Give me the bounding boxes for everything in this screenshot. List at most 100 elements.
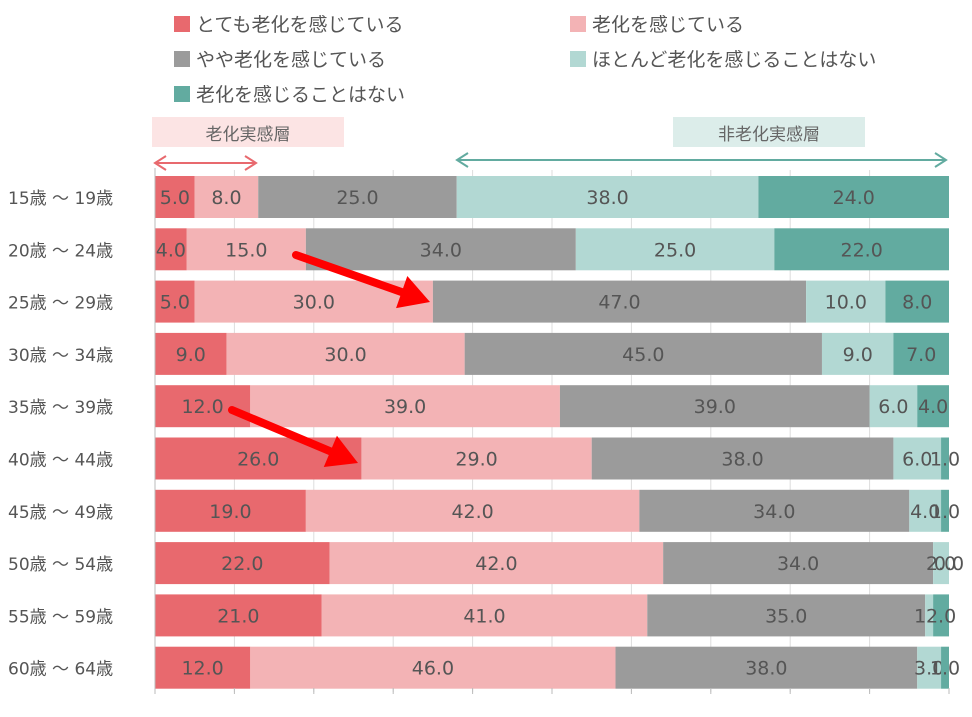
bar-segment <box>155 594 322 637</box>
bar-segment <box>821 332 894 375</box>
data-label: 10.0 <box>825 292 867 314</box>
data-label: 34.0 <box>420 239 462 261</box>
bar-segment <box>250 646 616 689</box>
span-arrowhead-right <box>244 155 258 171</box>
data-label: 6.0 <box>902 449 932 471</box>
legend-label: やや老化を感じている <box>196 49 387 71</box>
legend-swatch <box>570 15 586 32</box>
emphasis-arrow-upper <box>292 251 430 309</box>
legend-item-somewhat-aging: やや老化を感じている <box>174 45 386 72</box>
bar-segment <box>186 228 306 271</box>
data-label: 4.0 <box>910 501 940 523</box>
data-label: 8.0 <box>902 292 932 314</box>
legend-label: とても老化を感じている <box>196 14 404 36</box>
non-aging-group-label-text: 非老化実感層 <box>718 124 820 145</box>
legend-swatch <box>174 50 190 67</box>
bar-segment <box>615 646 918 689</box>
legend-swatch <box>570 50 586 67</box>
bar-segment <box>155 280 195 323</box>
bar-segment <box>917 646 942 689</box>
bar-segment <box>575 228 775 271</box>
data-label: 1.0 <box>930 449 960 471</box>
bar-segment <box>155 385 251 428</box>
bar-segment <box>155 646 251 689</box>
legend-swatch <box>174 15 190 32</box>
bar-segment <box>893 332 949 375</box>
data-label: 38.0 <box>586 187 628 209</box>
legend-swatch <box>174 85 190 102</box>
bar-segment <box>869 385 918 428</box>
bar-segment <box>226 332 465 375</box>
category-label: 20歳 〜 24歳 <box>8 241 113 261</box>
data-label: 47.0 <box>598 292 640 314</box>
data-label: 15.0 <box>225 239 267 261</box>
data-label: 12.0 <box>181 658 223 680</box>
bar-segment <box>155 176 195 218</box>
legend-item-aging: 老化を感じている <box>570 10 744 37</box>
bar-segment <box>941 489 949 532</box>
data-label: 3.0 <box>914 658 944 680</box>
data-label: 6.0 <box>878 396 908 418</box>
bar-segment <box>925 594 934 637</box>
bar-segment <box>559 385 870 428</box>
bar-segment <box>774 228 949 271</box>
data-label: 1.0 <box>930 658 960 680</box>
bar-segment <box>155 332 227 375</box>
data-label: 42.0 <box>451 501 493 523</box>
data-label: 39.0 <box>694 396 736 418</box>
bar-segment <box>361 437 592 480</box>
bar-segment <box>639 489 910 532</box>
data-label: 38.0 <box>745 658 787 680</box>
data-label: 41.0 <box>463 605 505 627</box>
data-label: 22.0 <box>841 239 883 261</box>
data-label: 12.0 <box>181 396 223 418</box>
bar-segment <box>885 280 949 323</box>
data-label: 42.0 <box>475 553 517 575</box>
data-label: 2.0 <box>926 553 956 575</box>
category-label: 35歳 〜 39歳 <box>8 398 113 418</box>
category-label: 55歳 〜 59歳 <box>8 607 113 627</box>
bar-segment <box>941 437 949 480</box>
data-label: 22.0 <box>221 553 263 575</box>
legend-label: 老化を感じることはない <box>196 84 406 106</box>
data-label: 21.0 <box>217 605 259 627</box>
arrow-head <box>323 435 358 468</box>
bar-segment <box>464 332 822 375</box>
data-label: 4.0 <box>918 396 948 418</box>
data-label: 34.0 <box>777 553 819 575</box>
aging-group-arrow <box>153 155 258 171</box>
arrow-head <box>396 276 430 309</box>
bar-segment <box>893 437 942 480</box>
data-label: 46.0 <box>412 658 454 680</box>
bar-segment <box>758 176 949 218</box>
data-label: 2.0 <box>926 605 956 627</box>
data-label: 38.0 <box>721 449 763 471</box>
bar-segment <box>909 489 942 532</box>
data-label: 45.0 <box>622 344 664 366</box>
aging-group-label-text: 老化実感層 <box>205 124 291 145</box>
data-label: 7.0 <box>906 344 936 366</box>
bar-segment <box>917 385 949 428</box>
bar-segment <box>432 280 807 323</box>
aging-group-label: 老化実感層 <box>152 117 344 147</box>
bar-segment <box>933 594 949 637</box>
arrow-shaft <box>228 406 335 456</box>
bar-segment <box>647 594 926 637</box>
category-label: 60歳 〜 64歳 <box>8 660 113 680</box>
bar-segment <box>155 542 330 585</box>
bar-segment <box>250 385 560 428</box>
data-label: 5.0 <box>160 187 190 209</box>
data-label: 9.0 <box>176 344 206 366</box>
bar-segment <box>806 280 886 323</box>
bar-segment <box>155 437 362 480</box>
bar-segment <box>155 489 306 532</box>
bar-segment <box>155 228 187 271</box>
category-label: 50歳 〜 54歳 <box>8 555 113 575</box>
data-label: 9.0 <box>843 344 873 366</box>
data-label: 5.0 <box>160 292 190 314</box>
data-label: 35.0 <box>765 605 807 627</box>
bar-segment <box>933 542 949 585</box>
non-aging-group-label: 非老化実感層 <box>673 117 865 147</box>
arrow-shaft <box>292 251 406 297</box>
span-arrowhead-left <box>153 155 167 171</box>
